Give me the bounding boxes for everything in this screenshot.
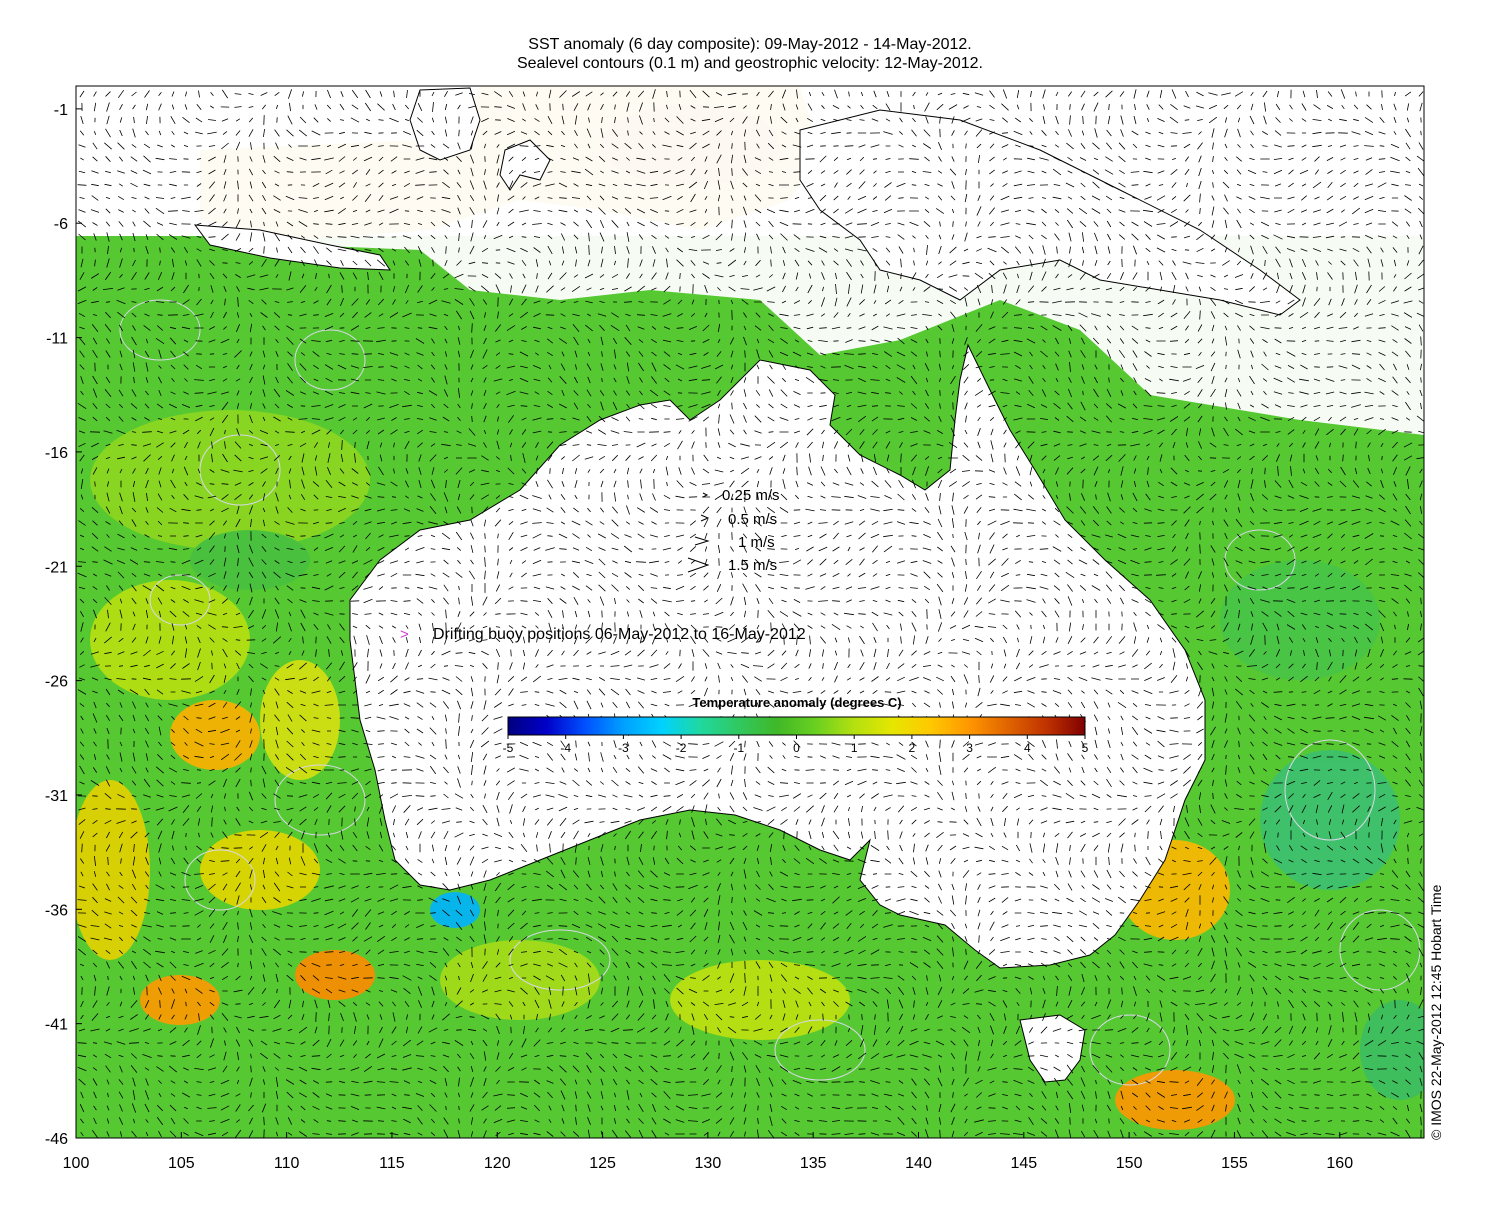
x-tick-label: 130: [695, 1155, 722, 1172]
speed-arrow-0.5: [700, 514, 710, 522]
tasmania-landmass: [1019, 1014, 1086, 1083]
colorbar-tick-label: 3: [966, 741, 973, 755]
colorbar-tick-label: 5: [1082, 741, 1089, 755]
speed-arrow-0.25: [702, 492, 709, 498]
x-axis: 100 105 110 115 120 125 130 135 140 145 150 155 160: [63, 1132, 1353, 1172]
credit-text: © IMOS 22-May-2012 12:45 Hobart Time: [1428, 884, 1444, 1140]
borneo-landmass: [409, 87, 481, 161]
x-tick-label: 105: [168, 1155, 195, 1172]
colorbar-tick-label: 4: [1024, 741, 1031, 755]
colorbar-ticks: -5 -4 -3 -2 -1 0 1 2 3 4 5: [503, 735, 1089, 755]
colorbar-tick-label: -2: [676, 741, 687, 755]
australia-landmass: [349, 343, 1206, 969]
speed-arrow-1: [694, 536, 710, 546]
speed-label-0.5: 0.5 m/s: [728, 511, 777, 528]
buoy-legend: > Drifting buoy positions 06-May-2012 to…: [400, 626, 806, 643]
colorbar-tick-label: -5: [503, 741, 514, 755]
x-tick-label: 115: [379, 1155, 405, 1172]
colorbar-tick-label: -3: [618, 741, 629, 755]
sulawesi-landmass: [499, 139, 551, 191]
colorbar-tick-label: 2: [909, 741, 916, 755]
y-tick-label: -16: [45, 445, 68, 462]
x-tick-label: 160: [1326, 1155, 1353, 1172]
plot-frame: [75, 85, 1425, 1139]
speed-arrow-1.5: [687, 557, 710, 573]
title-line-2: Sealevel contours (0.1 m) and geostrophi…: [516, 55, 983, 72]
colorbar-tick-label: 0: [793, 741, 800, 755]
colorbar-tick-label: -1: [733, 741, 744, 755]
y-tick-label: -36: [45, 902, 68, 919]
buoy-label: Drifting buoy positions 06-May-2012 to 1…: [433, 626, 806, 643]
colorbar-title: Temperature anomaly (degrees C): [692, 695, 901, 710]
colorbar-tick-label: -4: [560, 741, 571, 755]
x-tick-label: 150: [1116, 1155, 1143, 1172]
x-tick-label: 125: [589, 1155, 616, 1172]
new-guinea-landmass: [799, 109, 1301, 316]
buoy-marker: >: [400, 626, 409, 643]
colorbar: Temperature anomaly (degrees C) -5 -4 -3 -2…: [503, 695, 1089, 755]
y-tick-label: -31: [45, 788, 68, 805]
x-tick-label: 155: [1221, 1155, 1248, 1172]
y-tick-label: -26: [45, 674, 68, 691]
vector-arrows: [77, 89, 1424, 1138]
sst-anomaly-patches: [76, 410, 1424, 1130]
speed-label-1.5: 1.5 m/s: [728, 557, 777, 574]
y-tick-label: -46: [45, 1131, 68, 1148]
title-line-1: SST anomaly (6 day composite): 09-May-20…: [528, 36, 972, 53]
x-tick-label: 145: [1010, 1155, 1037, 1172]
y-tick-label: -1: [54, 102, 68, 119]
geostrophic-velocity-vectors: [77, 89, 1424, 1138]
y-tick-label: -6: [54, 216, 68, 233]
colorbar-tick-label: 1: [851, 741, 858, 755]
y-tick-label: -21: [45, 559, 68, 576]
speed-label-0.25: 0.25 m/s: [722, 487, 780, 504]
y-tick-label: -41: [45, 1017, 68, 1034]
x-tick-label: 100: [63, 1155, 90, 1172]
colorbar-gradient: [507, 716, 1086, 736]
y-tick-label: -11: [46, 331, 68, 348]
y-axis: -1 -6 -11 -16 -21 -26 -31 -36 -41 -46: [45, 102, 82, 1148]
java-landmass: [193, 224, 391, 271]
speed-scale-legend: 0.25 m/s 0.5 m/s 1 m/s 1.5 m/s: [687, 487, 780, 574]
x-tick-label: 110: [274, 1155, 300, 1172]
x-tick-label: 120: [484, 1155, 511, 1172]
x-tick-label: 140: [905, 1155, 932, 1172]
x-tick-label: 135: [800, 1155, 827, 1172]
speed-label-1: 1 m/s: [738, 534, 775, 551]
